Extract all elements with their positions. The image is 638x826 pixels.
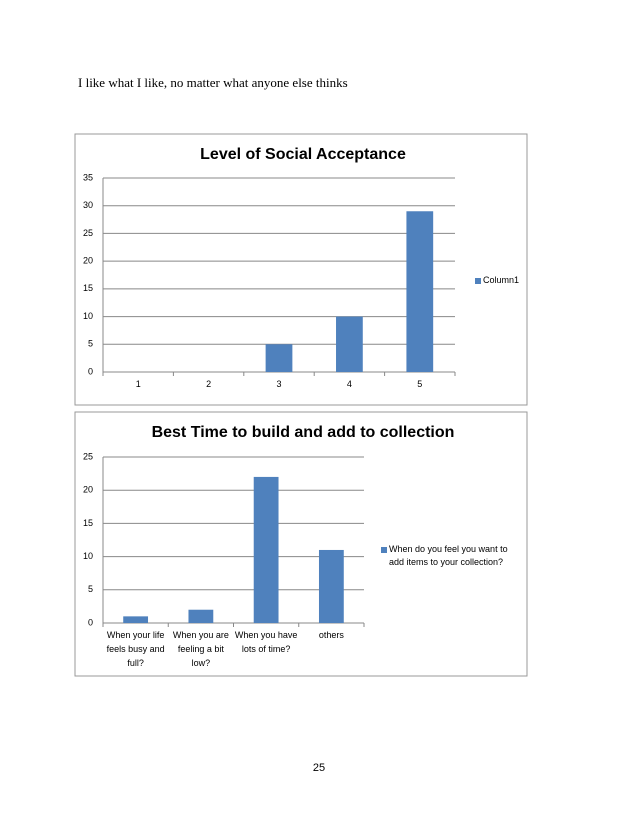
x-tick-label: 3 [276, 379, 281, 389]
x-tick-label: When your life feels busy and full? [107, 630, 165, 668]
y-tick-label: 35 [83, 172, 93, 182]
bar [406, 211, 434, 372]
legend-swatch [381, 547, 387, 553]
y-tick-label: 25 [83, 228, 93, 238]
page-number: 25 [313, 762, 325, 774]
x-tick-label: When you are feeling a bit low? [173, 630, 229, 668]
chart-frame [74, 133, 528, 406]
y-tick-label: 15 [83, 518, 93, 528]
bar [188, 609, 214, 623]
body-text: I like what I like, no matter what anyon… [78, 75, 348, 90]
y-tick-label: 20 [83, 256, 93, 266]
bar [265, 344, 293, 372]
chart-title: Level of Social Acceptance [200, 146, 406, 163]
x-tick-label: 1 [136, 379, 141, 389]
bar [123, 616, 149, 623]
legend-label: Column1 [483, 275, 519, 285]
y-tick-label: 20 [83, 485, 93, 495]
y-tick-label: 0 [88, 366, 93, 376]
y-tick-label: 10 [83, 551, 93, 561]
x-tick-label: others [319, 630, 345, 640]
y-tick-label: 10 [83, 311, 93, 321]
y-tick-label: 30 [83, 200, 93, 210]
chart-title: Best Time to build and add to collection [152, 424, 455, 441]
x-tick-label: 4 [347, 379, 352, 389]
bar [253, 476, 279, 623]
y-tick-label: 0 [88, 617, 93, 627]
bar [336, 316, 363, 372]
y-tick-label: 5 [88, 339, 93, 349]
y-tick-label: 5 [88, 584, 93, 594]
y-tick-label: 15 [83, 283, 93, 293]
bar [318, 549, 344, 623]
chart-frame [74, 411, 528, 677]
x-tick-label: 5 [417, 379, 422, 389]
y-tick-label: 25 [83, 451, 93, 461]
x-tick-label: 2 [206, 379, 211, 389]
legend-label: When do you feel you want to add items to… [389, 544, 508, 567]
legend-swatch [475, 278, 481, 284]
x-tick-label: When you have lots of time? [235, 630, 298, 654]
